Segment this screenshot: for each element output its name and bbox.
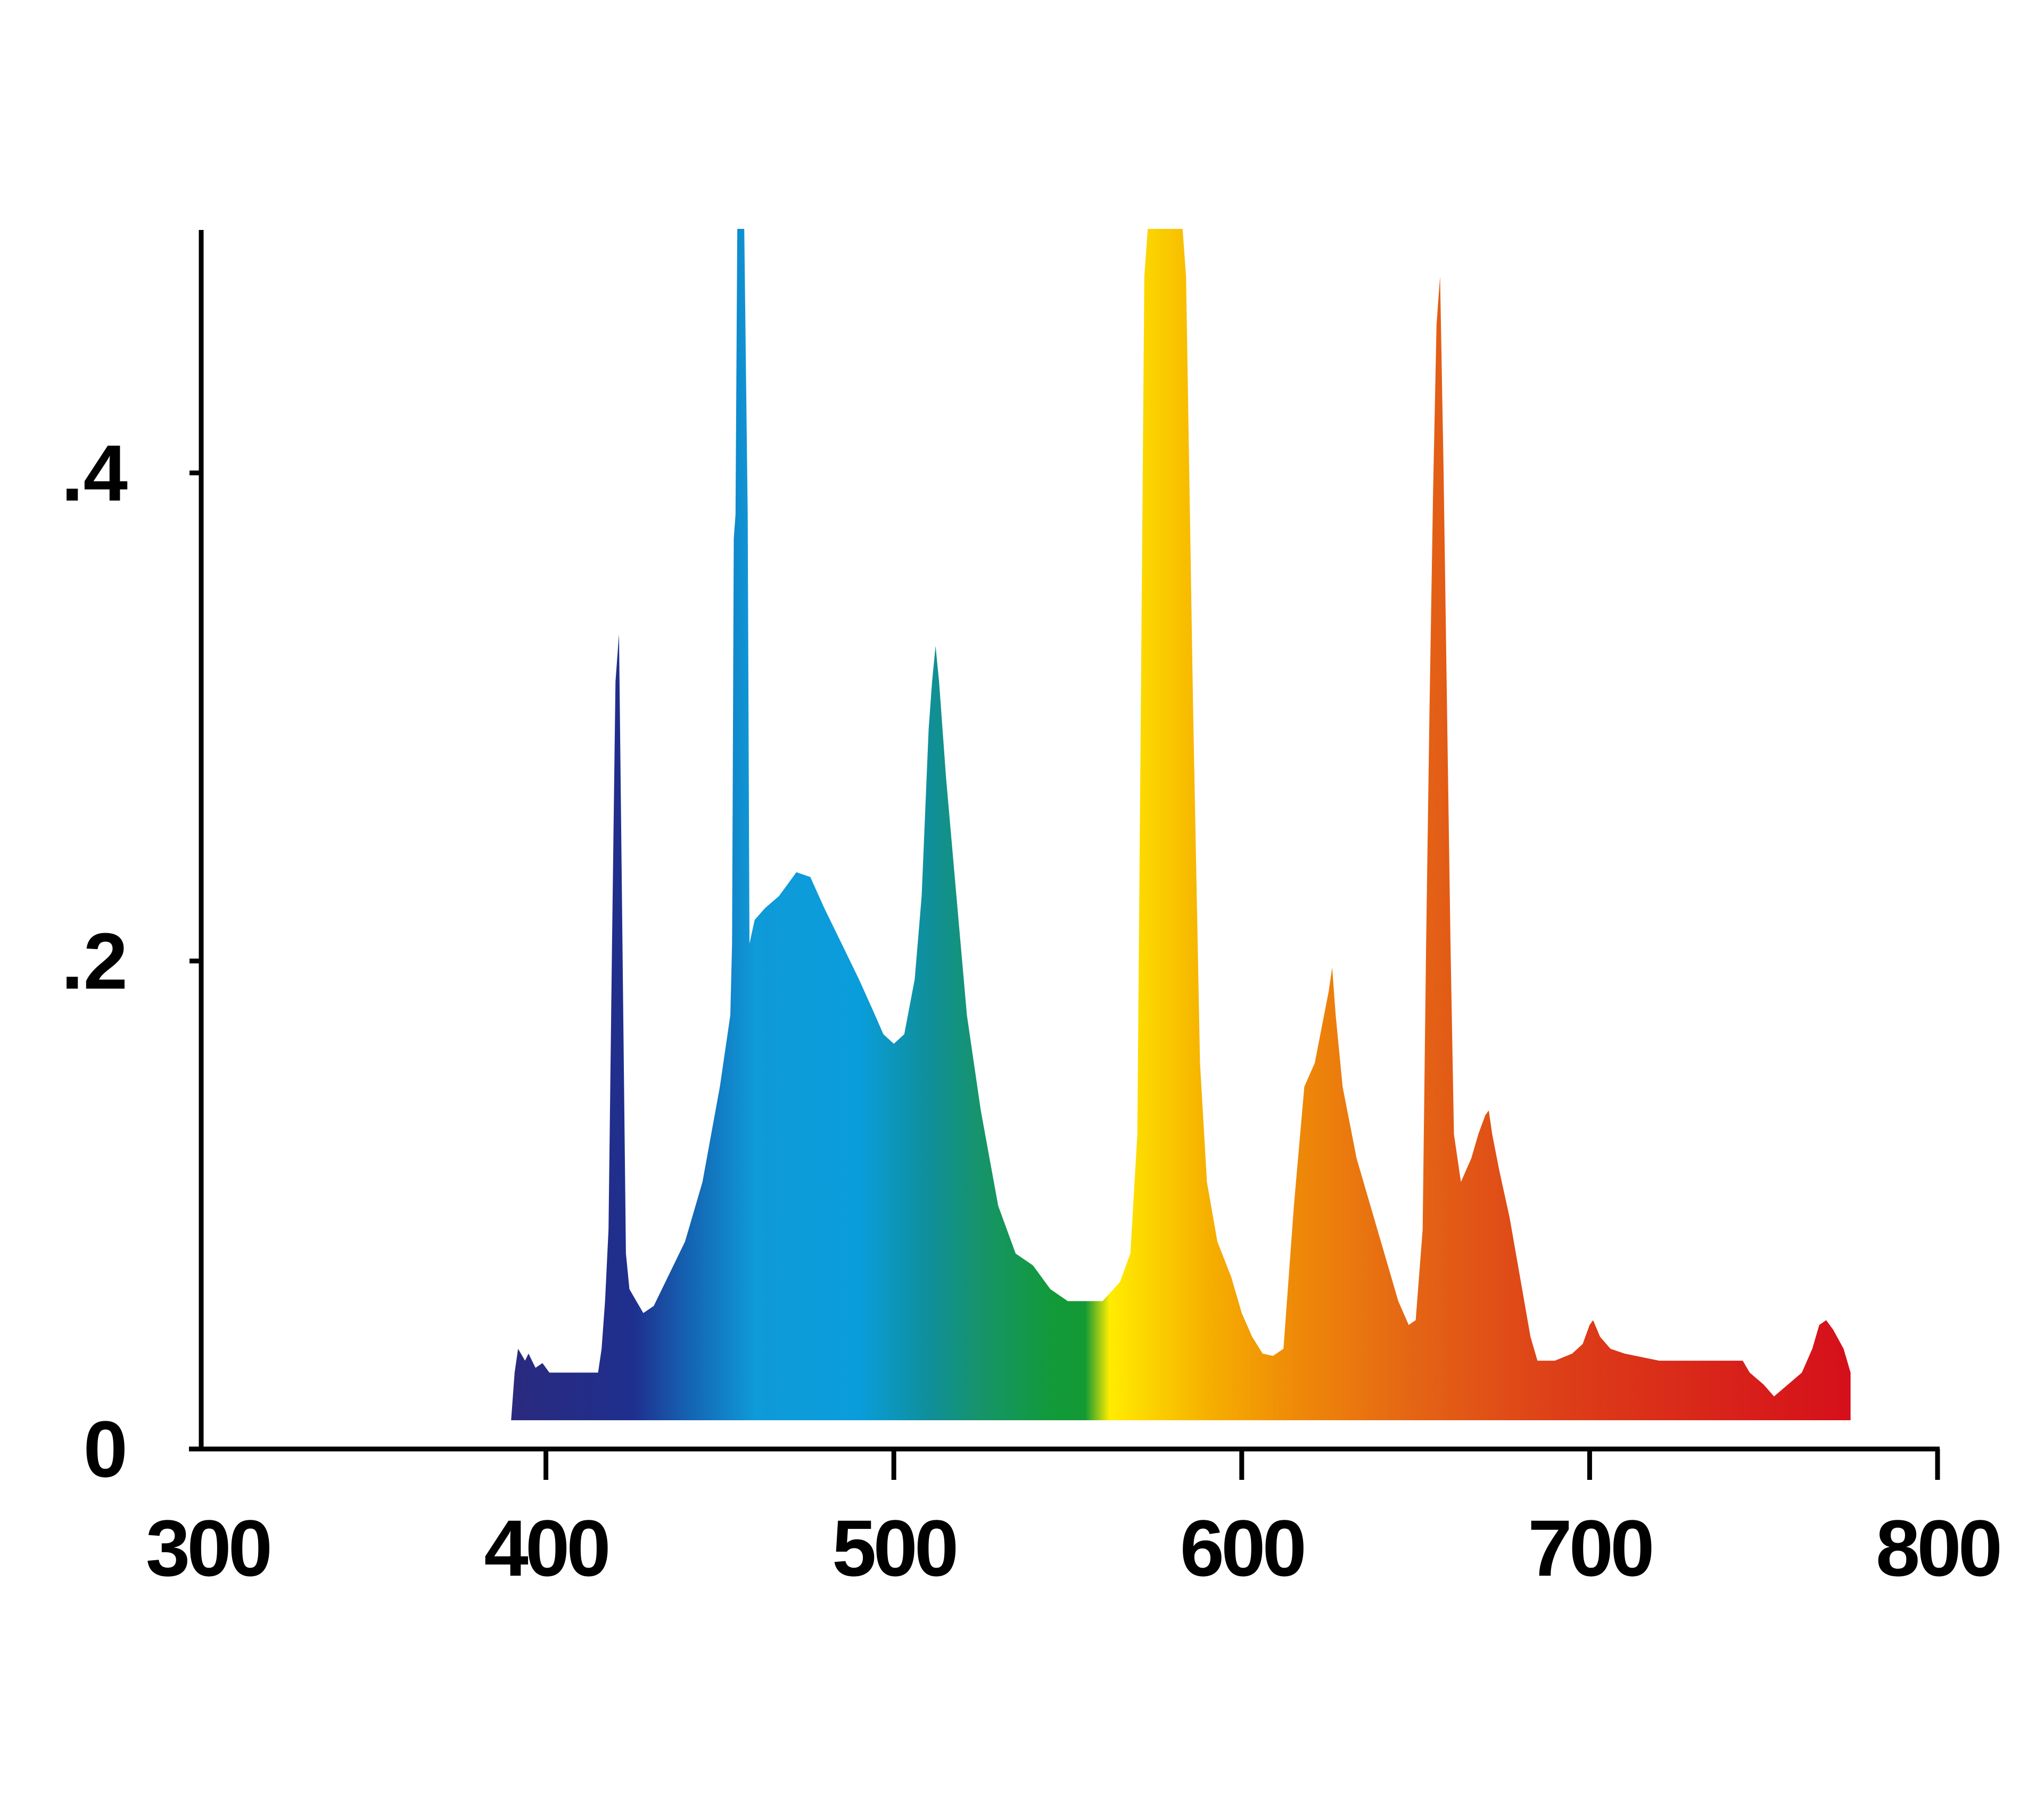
spectrum-area-series-0	[511, 229, 1851, 1420]
y-tick-label-p2: .2	[61, 916, 128, 1006]
y-tick-label-p4: .4	[61, 428, 128, 517]
x-tick-label-800: 800	[1876, 1503, 2000, 1593]
x-tick-label-300: 300	[146, 1503, 270, 1593]
tick-labels: 300 400 500 600 700 800 0 .2 .4	[61, 428, 2003, 1593]
axes	[189, 230, 1940, 1480]
x-tick-label-500: 500	[832, 1503, 956, 1593]
x-tick-label-600: 600	[1180, 1503, 1304, 1593]
spectrum-area-layer	[511, 229, 1851, 1420]
x-tick-label-700: 700	[1528, 1503, 1652, 1593]
y-tick-label-0: 0	[84, 1404, 128, 1494]
x-tick-label-400: 400	[484, 1503, 608, 1593]
